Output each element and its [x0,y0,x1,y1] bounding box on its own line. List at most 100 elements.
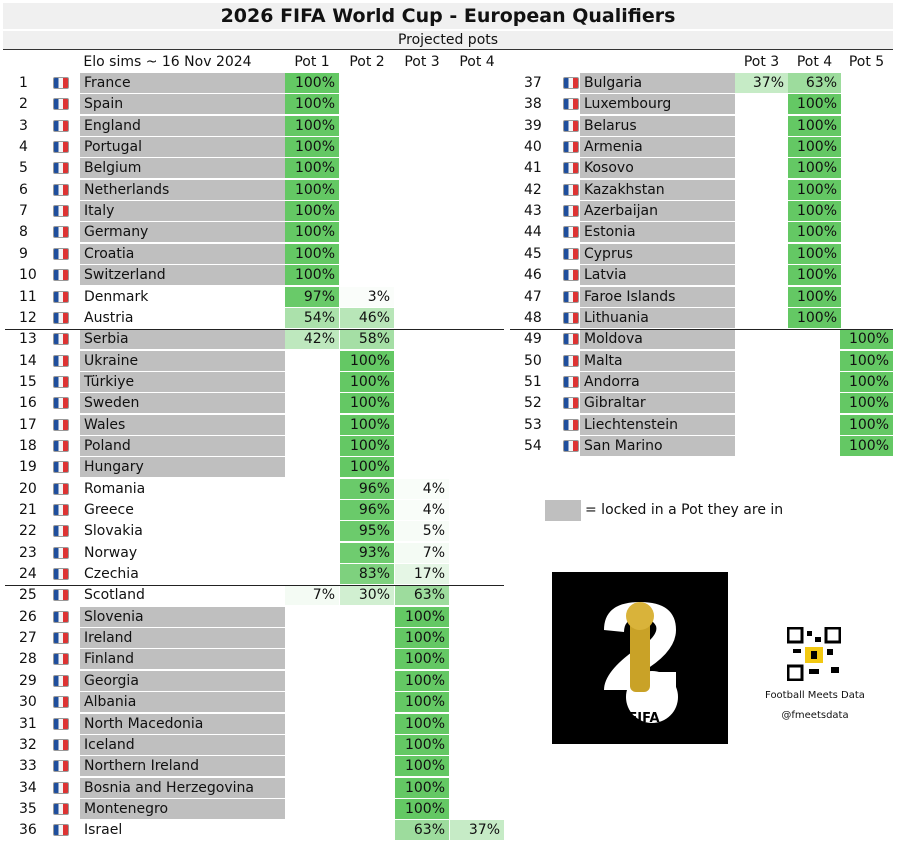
pot-percentage: 100% [285,201,339,223]
team-name: Kazakhstan [580,179,735,201]
rank: 51 [524,373,542,390]
rank: 20 [19,480,37,497]
team-name: Finland [80,649,285,671]
pot-percentage: 100% [340,414,394,436]
pot-percentage: 100% [340,393,394,415]
flag [563,77,579,89]
rank: 35 [19,800,37,817]
flag [53,418,69,431]
team-name: Kosovo [580,158,735,180]
flag [563,98,579,111]
flag [563,226,579,239]
flag [53,439,69,452]
flag [53,802,69,815]
caption: Elo sims ~ 16 Nov 2024 [83,54,252,70]
pot-percentage: 30% [340,585,394,607]
team-name: Israel [80,820,285,842]
team-name: Switzerland [80,265,285,287]
rank: 2 [19,96,28,113]
rank: 9 [19,245,28,262]
pot-percentage: 100% [395,692,449,714]
rank: 31 [19,715,37,732]
column-header: Pot 1 [294,54,330,70]
rank: 37 [524,75,542,91]
rank: 15 [19,373,37,390]
pot-percentage: 100% [788,265,841,287]
pot-percentage: 100% [395,756,449,778]
flag [563,397,579,410]
legend-swatch [545,500,581,521]
pot-percentage: 100% [788,158,841,180]
flag [53,696,69,709]
pot-percentage: 37% [450,820,504,842]
rank: 41 [524,160,542,177]
rank: 7 [19,203,28,220]
flag [563,269,579,282]
column-header: Pot 4 [796,54,833,70]
flag [53,290,69,303]
flag [53,119,69,132]
pot-percentage: 54% [285,307,339,329]
flag [563,119,579,132]
team-name: Czechia [80,564,285,586]
rank: 25 [19,587,37,604]
pot-percentage: 100% [788,137,841,159]
flag [563,375,579,388]
pot-percentage: 96% [340,500,394,521]
rank: 43 [524,203,542,220]
pot-percentage: 100% [340,435,394,457]
pot-percentage: 100% [285,243,339,265]
rank: 14 [19,352,37,369]
team-name: Greece [80,500,285,521]
rank: 3 [19,117,28,134]
flag [53,653,69,666]
rank: 53 [524,416,542,433]
rank: 50 [524,352,542,369]
team-name: Northern Ireland [80,756,285,778]
flag [53,717,69,730]
pot-percentage: 46% [340,307,394,329]
flag [563,141,579,154]
separator [5,585,504,587]
flag [53,461,69,474]
flag [53,269,69,282]
pot-percentage: 100% [788,222,841,244]
flag [53,375,69,388]
rank: 47 [524,288,542,305]
team-name: North Macedonia [80,713,285,735]
team-name: Latvia [580,265,735,287]
legend-text: = locked in a Pot they are in [585,502,784,518]
pot-percentage: 63% [788,73,841,94]
pot-percentage: 7% [395,542,449,564]
team-name: Slovenia [80,606,285,628]
pot-percentage: 100% [840,371,893,393]
team-name: Georgia [80,670,285,692]
pot-percentage: 100% [285,158,339,180]
pot-percentage: 58% [340,329,394,351]
flag [53,674,69,687]
team-name: Netherlands [80,179,285,201]
team-name: Slovakia [80,521,285,543]
flag [563,162,579,175]
rank: 34 [19,779,37,796]
team-name: Austria [80,308,285,329]
flag [53,632,69,645]
flag [563,290,579,303]
pot-percentage: 100% [285,115,339,137]
team-name: Scotland [80,585,285,607]
rank: 39 [524,117,542,134]
pot-percentage: 96% [340,478,394,500]
pot-percentage: 100% [340,350,394,372]
pot-percentage: 4% [395,500,449,521]
team-name: Montenegro [80,798,285,820]
team-name: Bulgaria [580,73,735,94]
pot-percentage: 93% [340,542,394,564]
pot-percentage: 42% [285,329,339,351]
flag [53,610,69,623]
rank: 30 [19,694,37,711]
team-name: Wales [80,414,285,436]
subtitle: Projected pots [3,31,893,50]
rank: 33 [19,758,37,775]
rank: 1 [19,75,28,91]
pot-percentage: 100% [285,94,339,116]
